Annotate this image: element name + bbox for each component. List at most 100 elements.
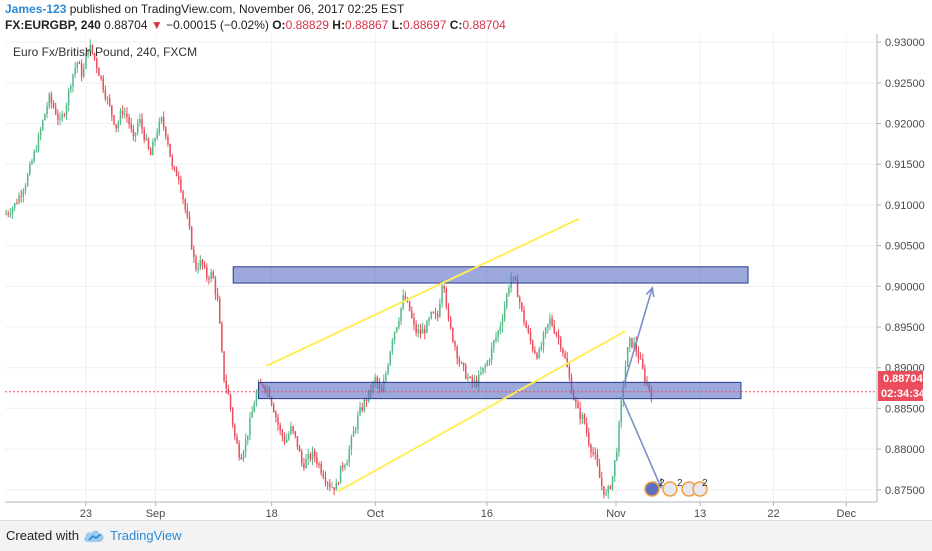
candle-body xyxy=(61,114,63,119)
candle-body xyxy=(456,346,458,359)
candle-body xyxy=(240,457,243,460)
candle-body xyxy=(529,332,532,341)
channel-line[interactable] xyxy=(265,217,580,367)
projection-arrow[interactable] xyxy=(621,397,662,488)
candle-body xyxy=(521,302,523,310)
candle-body xyxy=(104,90,107,99)
candle-body xyxy=(72,74,74,86)
author-name[interactable]: James-123 xyxy=(5,2,67,16)
candle-body xyxy=(206,266,208,279)
footer: Created with TradingView xyxy=(0,520,932,551)
candle-body xyxy=(48,94,50,107)
candle-body xyxy=(171,156,174,167)
candle-body xyxy=(203,264,206,267)
candle-body xyxy=(547,324,549,328)
candle-body xyxy=(307,454,309,460)
eu-flag-icon[interactable] xyxy=(644,481,660,497)
channel-line[interactable] xyxy=(337,330,626,493)
candle-body xyxy=(154,138,156,142)
chart-area[interactable]: 0.93000 0.92500 0.92000 0.91500 0.91000 0.905… xyxy=(5,34,929,520)
candle-body xyxy=(596,453,599,466)
candle-body xyxy=(218,298,221,324)
candle-body xyxy=(20,195,22,197)
candle-body xyxy=(350,436,353,450)
candle-body xyxy=(294,431,297,437)
candle-body xyxy=(393,332,396,341)
supply-demand-zone[interactable] xyxy=(232,266,749,284)
candle-body xyxy=(95,58,98,69)
event-markers[interactable]: 2 2 2 xyxy=(644,478,708,497)
candle-body xyxy=(590,444,592,453)
candle-body xyxy=(247,435,249,440)
candle-body xyxy=(290,426,292,434)
candle-body xyxy=(70,85,72,90)
candle-body xyxy=(199,259,202,269)
candle-body xyxy=(18,195,20,204)
candle-body xyxy=(551,318,553,326)
chart-title: Euro Fx/British Pound, 240, FXCM xyxy=(13,45,197,59)
candle-body xyxy=(326,482,329,484)
candle-body xyxy=(480,372,482,375)
candle-body xyxy=(443,285,445,289)
candle-body xyxy=(13,203,16,209)
candle-body xyxy=(201,259,204,265)
high-label: H: xyxy=(332,18,345,32)
candle-body xyxy=(231,408,234,425)
price-chart[interactable]: 0.93000 0.92500 0.92000 0.91500 0.91000 0.905… xyxy=(5,34,929,520)
candle-body xyxy=(534,350,536,354)
candle-body xyxy=(255,391,258,405)
candle-body xyxy=(67,89,70,106)
candle-body xyxy=(251,412,253,418)
candle-body xyxy=(93,53,96,59)
candle-body xyxy=(59,118,61,120)
candle-body xyxy=(80,63,83,77)
uk-flag-icon-3[interactable] xyxy=(692,481,708,497)
candle-body xyxy=(253,404,256,413)
time-axis[interactable]: 23 Sep 18 Oct 16 Nov 13 22 Dec xyxy=(80,502,857,520)
candle-body xyxy=(78,62,81,64)
last-price: 0.88704 xyxy=(104,18,148,32)
candle-body xyxy=(42,120,44,130)
candle-body xyxy=(629,337,631,348)
candle-body xyxy=(415,324,417,333)
published-text: published on TradingView.com, November 0… xyxy=(66,2,405,16)
candle-body xyxy=(434,313,437,315)
candle-body xyxy=(130,123,133,130)
candle-body xyxy=(210,272,212,280)
candle-body xyxy=(193,249,195,257)
drawings[interactable] xyxy=(232,217,749,493)
candle-body xyxy=(229,394,232,409)
candle-body xyxy=(303,463,305,469)
candle-body xyxy=(223,351,225,381)
tradingview-brand[interactable]: TradingView xyxy=(110,528,182,543)
candle-body xyxy=(633,342,635,348)
candle-body xyxy=(348,449,350,463)
candle-body xyxy=(26,174,29,186)
candle-body xyxy=(7,213,9,215)
candle-body xyxy=(100,75,102,79)
candle-body xyxy=(238,443,240,458)
candle-body xyxy=(516,280,519,298)
close-label: C: xyxy=(449,18,463,32)
supply-demand-zone[interactable] xyxy=(257,381,742,400)
candle-body xyxy=(35,151,38,153)
candle-body xyxy=(212,272,215,279)
y-tick-label: 0.91000 xyxy=(885,200,925,212)
candle-body xyxy=(305,459,307,469)
uk-flag-icon[interactable] xyxy=(662,481,678,497)
candle-body xyxy=(126,113,128,118)
candle-body xyxy=(177,176,180,180)
x-tick-label: 18 xyxy=(266,508,278,520)
candle-body xyxy=(426,321,428,333)
low-value: 0.88697 xyxy=(403,18,447,32)
projection-arrow[interactable] xyxy=(621,287,654,391)
candle-body xyxy=(83,68,85,77)
candle-body xyxy=(523,309,525,323)
candle-body xyxy=(141,119,143,130)
y-tick-label: 0.88000 xyxy=(885,444,925,456)
tradingview-cloud-icon[interactable] xyxy=(82,527,106,545)
candle-body xyxy=(454,341,456,347)
candle-body xyxy=(400,307,402,321)
candle-body xyxy=(538,349,540,359)
candle-body xyxy=(497,330,499,337)
